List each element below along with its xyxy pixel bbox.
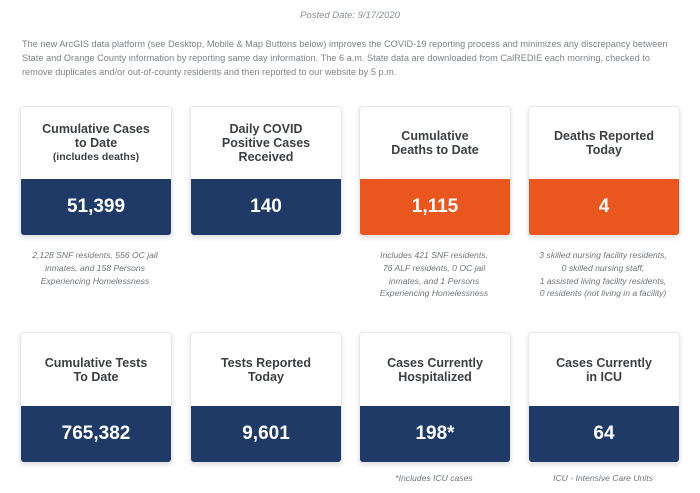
card-title-line: Positive Cases	[221, 136, 311, 150]
card-title: Deaths Reported Today	[529, 107, 679, 179]
card-cases-icu: Cases Currently in ICU 64	[528, 332, 680, 463]
note-line: 0 residents (not living in a facility)	[539, 288, 667, 299]
card-title-line: Cases Currently	[556, 355, 652, 370]
card-value: 1,115	[360, 179, 510, 235]
card-cases-hospitalized: Cases Currently Hospitalized 198*	[359, 332, 511, 463]
note-line: ICU - Intensive Care Units	[553, 473, 653, 483]
card-title: Cumulative Tests To Date	[21, 333, 171, 406]
card-title-line: to Date	[74, 136, 118, 150]
card-title-line: Cumulative	[401, 129, 469, 143]
posted-date: Posted Date: 9/17/2020	[300, 10, 400, 21]
note-line: 2,128 SNF residents, 556 OC jail	[32, 250, 158, 260]
card-note-deaths-reported-today: 3 skilled nursing facility residents, 0 …	[528, 249, 678, 300]
note-line: inmates, and 1 Persons	[388, 275, 480, 286]
card-value: 51,399	[21, 179, 171, 235]
note-line: 76 ALF residents, 0 OC jail	[382, 262, 486, 273]
card-title-line: Cumulative Tests	[44, 355, 148, 370]
card-title-line: Received	[238, 150, 294, 164]
card-title: Cases Currently Hospitalized	[360, 333, 510, 406]
card-note-cases-icu: ICU - Intensive Care Units	[528, 472, 678, 485]
note-line: Experiencing Homelessness	[379, 288, 489, 299]
card-title-line: Tests Reported	[220, 355, 312, 370]
card-cumulative-deaths: Cumulative Deaths to Date 1,115	[359, 106, 511, 236]
card-value: 198*	[360, 406, 510, 462]
card-title: Cumulative Cases to Date (includes death…	[21, 107, 171, 179]
card-cumulative-cases: Cumulative Cases to Date (includes death…	[20, 106, 172, 236]
card-title-line: Today	[248, 369, 284, 384]
card-value: 64	[529, 406, 679, 462]
note-line: Experiencing Homelessness	[40, 275, 150, 286]
card-value: 9,601	[191, 406, 341, 462]
card-title-line: Deaths to Date	[391, 143, 479, 157]
card-deaths-reported-today: Deaths Reported Today 4	[528, 106, 680, 236]
card-title-subtitle: (includes deaths)	[52, 151, 140, 163]
card-title-line: Today	[586, 143, 622, 157]
card-title-line: Cumulative Cases	[42, 122, 150, 136]
card-note-cumulative-deaths: Includes 421 SNF residents, 76 ALF resid…	[359, 249, 509, 300]
card-title-line: Cases Currently	[387, 355, 483, 370]
note-line: *Includes ICU cases	[395, 473, 473, 483]
card-title-line: Hospitalized	[398, 369, 472, 384]
intro-paragraph: The new ArcGIS data platform (see Deskto…	[22, 39, 668, 77]
card-title-line: Deaths Reported	[553, 129, 655, 143]
note-line: 3 skilled nursing facility residents,	[539, 250, 667, 260]
card-title-line: Daily COVID	[229, 122, 303, 136]
card-title: Cumulative Deaths to Date	[360, 107, 510, 179]
card-value: 765,382	[21, 406, 171, 462]
card-note-cumulative-cases: 2,128 SNF residents, 556 OC jail inmates…	[20, 249, 170, 287]
note-line: inmates, and 158 Persons	[45, 262, 145, 273]
card-title: Daily COVID Positive Cases Received	[191, 107, 341, 179]
card-title: Cases Currently in ICU	[529, 333, 679, 406]
card-value: 140	[191, 179, 341, 235]
card-cumulative-tests: Cumulative Tests To Date 765,382	[20, 332, 172, 463]
card-title-line: in ICU	[585, 369, 623, 384]
card-title: Tests Reported Today	[191, 333, 341, 406]
card-value: 4	[529, 179, 679, 235]
card-daily-positive-cases: Daily COVID Positive Cases Received 140	[190, 106, 342, 236]
note-line: 0 skilled nursing staff,	[561, 262, 645, 273]
card-title-line: To Date	[73, 369, 119, 384]
note-line: Includes 421 SNF residents,	[380, 250, 488, 260]
card-tests-reported-today: Tests Reported Today 9,601	[190, 332, 342, 463]
note-line: 1 assisted living facility residents,	[539, 275, 667, 286]
card-note-cases-hospitalized: *Includes ICU cases	[359, 472, 509, 485]
